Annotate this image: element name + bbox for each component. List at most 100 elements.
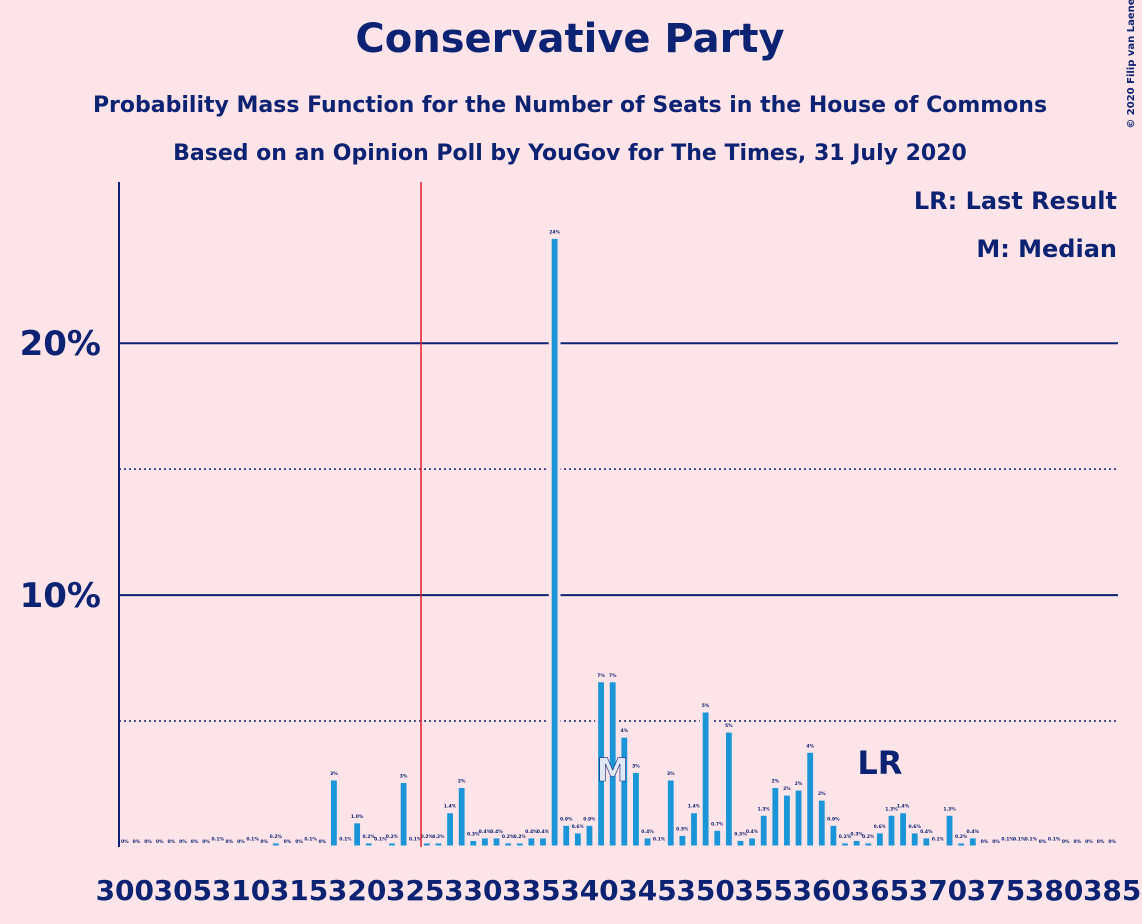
value-label: 1.4% (444, 804, 457, 810)
bar (699, 709, 712, 849)
value-label: 0.1% (1025, 836, 1038, 842)
value-label: 0.1% (304, 836, 317, 842)
x-tick-label: 340 (560, 874, 618, 907)
x-tick-label: 375 (967, 874, 1025, 907)
bar (920, 835, 933, 849)
value-label: 0.1% (932, 836, 945, 842)
value-label: 0% (284, 839, 292, 845)
value-label: 0% (202, 839, 210, 845)
value-label: 0% (179, 839, 187, 845)
value-label: 1.3% (757, 806, 770, 812)
value-label: 1.3% (885, 806, 898, 812)
value-label: 0% (1062, 839, 1070, 845)
bar (804, 749, 817, 849)
bar (420, 840, 433, 849)
value-label: 0% (191, 839, 199, 845)
value-label: 0% (133, 839, 141, 845)
value-label: 4% (806, 743, 814, 749)
value-label: 0% (1108, 839, 1116, 845)
bar (943, 812, 956, 849)
value-label: 0.1% (1048, 836, 1061, 842)
bar (955, 840, 968, 849)
bar (630, 769, 642, 849)
bar (444, 810, 456, 849)
bar (409, 842, 422, 849)
bar (397, 780, 410, 849)
y-tick-label: 20% (20, 324, 101, 364)
value-label: 0% (318, 839, 326, 845)
x-tick-label: 350 (676, 874, 734, 907)
value-label: 0.1% (374, 836, 387, 842)
chart-subtitle: Based on an Opinion Poll by YouGov for T… (173, 141, 967, 166)
bar (513, 840, 526, 849)
chart-subtitle: Probability Mass Function for the Number… (93, 93, 1047, 118)
value-label: 0% (1074, 839, 1082, 845)
bar (897, 810, 910, 849)
chart-title: Conservative Party (355, 16, 784, 62)
bar (757, 812, 770, 849)
value-label: 2% (771, 779, 779, 785)
value-label: 24% (549, 229, 560, 235)
bar (548, 235, 561, 849)
bar (362, 840, 375, 849)
bar (711, 827, 724, 849)
value-label: 0.2% (955, 834, 968, 840)
value-label: 3% (330, 771, 338, 777)
value-label: 1.3% (943, 806, 956, 812)
value-label: 0.2% (502, 834, 515, 840)
bar (502, 840, 515, 849)
bar (351, 820, 364, 849)
legend-entry: M: Median (976, 235, 1117, 263)
median-marker: M (597, 751, 629, 789)
value-label: 0% (1097, 839, 1105, 845)
bar (815, 797, 828, 849)
bar (327, 777, 340, 849)
bar (769, 785, 782, 849)
y-tick-label: 10% (20, 576, 101, 616)
bar (850, 837, 863, 849)
bar (467, 837, 480, 849)
value-label: 4% (620, 728, 628, 734)
value-label: 0.4% (537, 829, 550, 835)
bar (908, 830, 921, 849)
bar (478, 835, 491, 849)
value-label: 0.2% (862, 834, 875, 840)
x-tick-label: 330 (444, 874, 502, 907)
bar (792, 787, 805, 849)
bar (304, 842, 317, 849)
bar (862, 840, 875, 849)
value-label: 0.1% (246, 836, 259, 842)
x-tick-label: 355 (734, 874, 792, 907)
bar (246, 842, 259, 849)
bar (490, 835, 503, 849)
value-label: 7% (597, 673, 605, 679)
bar (339, 842, 352, 849)
value-label: 0.1% (1013, 836, 1026, 842)
bar (1048, 842, 1061, 849)
x-tick-label: 380 (1025, 874, 1083, 907)
value-label: 0.9% (583, 816, 596, 822)
copyright: © 2020 Filip van Laenen (1126, 0, 1137, 129)
value-label: 1.4% (688, 804, 701, 810)
legend-entry: LR: Last Result (914, 187, 1117, 215)
value-label: 0.6% (908, 824, 921, 830)
x-tick-label: 365 (851, 874, 909, 907)
value-label: 0% (295, 839, 303, 845)
value-label: 0.3% (734, 831, 747, 837)
value-label: 0.2% (514, 834, 527, 840)
value-label: 0.2% (421, 834, 434, 840)
value-label: 0% (167, 839, 175, 845)
bar (211, 842, 224, 849)
bar (618, 734, 631, 849)
value-label: 5% (725, 723, 733, 729)
x-tick-label: 315 (270, 874, 328, 907)
value-label: 0% (237, 839, 245, 845)
bar (885, 812, 898, 849)
bar (827, 822, 840, 849)
value-label: 0.6% (874, 824, 887, 830)
value-label: 0.2% (386, 834, 399, 840)
bar (525, 835, 538, 849)
value-label: 7% (609, 673, 617, 679)
